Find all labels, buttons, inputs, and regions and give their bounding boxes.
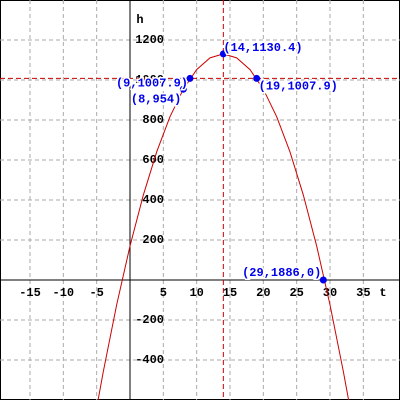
y-tick-label: 1000 (135, 73, 164, 87)
point-label: (8,954) (131, 92, 181, 106)
point (319, 276, 327, 284)
point (186, 74, 194, 82)
x-tick-label: 25 (289, 286, 303, 300)
y-tick-label: 400 (142, 193, 164, 207)
y-tick-label: -200 (135, 313, 164, 327)
x-tick-label: 5 (160, 286, 167, 300)
x-tick-label: -10 (53, 286, 75, 300)
y-tick-label: 1200 (135, 33, 164, 47)
x-tick-label: -15 (19, 286, 41, 300)
x-tick-label: 30 (323, 286, 337, 300)
x-tick-label: -5 (89, 286, 103, 300)
y-tick-label: 200 (142, 233, 164, 247)
point (219, 50, 227, 58)
y-tick-label: 800 (142, 113, 164, 127)
point-label: (19,1007.9) (259, 80, 338, 94)
point-label: (29,1886,0) (242, 266, 321, 280)
point (253, 74, 261, 82)
y-tick-label: -400 (135, 353, 164, 367)
x-tick-label: 20 (256, 286, 270, 300)
x-tick-label: 10 (189, 286, 203, 300)
point-label: (14,1130.4) (223, 41, 302, 55)
point (179, 85, 187, 93)
x-tick-label: 15 (223, 286, 237, 300)
point-label: (9,1007.9) (116, 77, 188, 91)
y-axis-label: h (136, 13, 143, 27)
x-axis-label: t (379, 286, 386, 300)
x-tick-label: 35 (356, 286, 370, 300)
y-tick-label: 600 (142, 153, 164, 167)
